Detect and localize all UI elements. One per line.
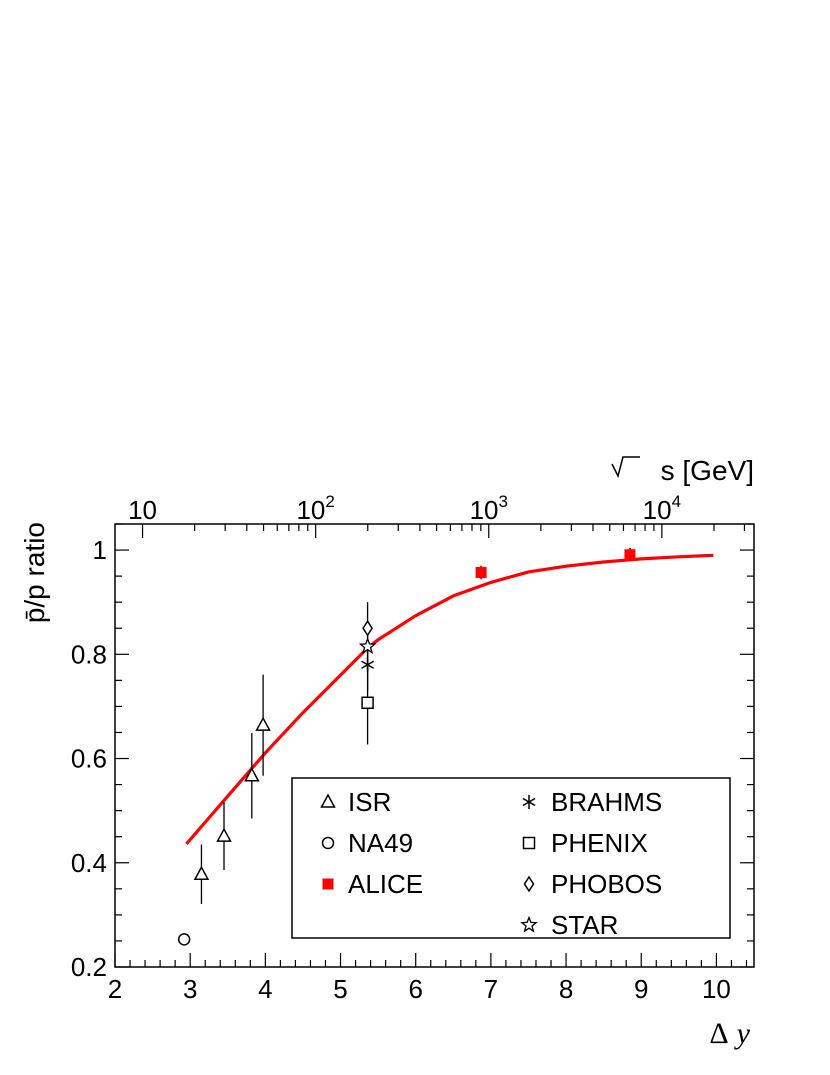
legend-label-alice: ALICE — [348, 869, 423, 899]
legend-label-brahms: BRAHMS — [551, 787, 662, 817]
x-axis-title-delta: Δ — [709, 1017, 728, 1050]
data-point-alice — [475, 566, 487, 578]
x-tick-label: 3 — [183, 974, 197, 1004]
top-tick-exponent: 3 — [498, 492, 507, 511]
y-tick-label: 0.8 — [71, 639, 107, 669]
top-tick-exponent: 4 — [672, 492, 681, 511]
legend-marker-isr — [320, 793, 336, 808]
legend-marker-alice — [322, 878, 334, 890]
x-tick-label: 9 — [634, 974, 648, 1004]
data-points-layer — [177, 547, 636, 946]
data-point-na49 — [177, 933, 191, 946]
plot-frame-rect — [114, 523, 755, 968]
top-tick-exponent: 2 — [325, 492, 334, 511]
legend: ISR NA49 ALICE BRAHMS PHENIX PHOBOS STAR — [291, 777, 731, 940]
top-tick-base: 10 — [470, 495, 499, 525]
y-tick-label: 1 — [93, 535, 107, 565]
legend-marker-phobos — [523, 875, 535, 893]
data-point-isr — [255, 716, 271, 731]
legend-label-phobos: PHOBOS — [551, 869, 662, 899]
legend-box — [291, 777, 731, 939]
top-tick-label: 104 — [643, 492, 681, 525]
x-tick-label: 10 — [702, 974, 731, 1004]
top-tick-base: 10 — [296, 495, 325, 525]
top-tick-label: 10 — [128, 495, 157, 525]
legend-label-na49: NA49 — [348, 828, 413, 858]
data-point-alice — [624, 549, 636, 561]
y-axis-title: p̄/p ratio — [19, 522, 50, 623]
legend-label-star: STAR — [551, 910, 618, 940]
data-point-phenix — [361, 696, 374, 710]
sqrt-symbol — [611, 456, 640, 479]
top-tick-base: 10 — [643, 495, 672, 525]
top-axis-title-text: s [GeV] — [661, 455, 754, 486]
data-point-isr — [244, 767, 260, 782]
fit-curve-layer — [185, 553, 714, 846]
x-tick-label: 2 — [108, 974, 122, 1004]
top-tick-label: 103 — [470, 492, 508, 525]
fit-curve — [185, 553, 714, 846]
x-tick-label: 7 — [484, 974, 498, 1004]
top-tick-label: 102 — [296, 492, 334, 525]
y-tick-label: 0.2 — [71, 952, 107, 982]
data-point-brahms — [361, 657, 375, 672]
top-axis-title: s [GeV] — [611, 455, 754, 486]
x-tick-label: 6 — [408, 974, 422, 1004]
x-tick-label: 4 — [258, 974, 272, 1004]
legend-label-isr: ISR — [348, 787, 391, 817]
y-tick-label: 0.6 — [71, 744, 107, 774]
data-point-isr — [216, 827, 232, 842]
plot-frame — [114, 523, 755, 968]
top-tick-base: 10 — [128, 495, 157, 525]
x-tick-label: 5 — [333, 974, 347, 1004]
legend-marker-star — [520, 915, 538, 933]
legend-marker-brahms — [522, 795, 536, 809]
legend-label-phenix: PHENIX — [551, 828, 648, 858]
legend-marker-na49 — [321, 836, 335, 850]
legend-marker-phenix — [522, 836, 536, 850]
y-tick-label: 0.4 — [71, 848, 107, 878]
data-point-star — [358, 637, 377, 654]
data-point-isr — [193, 865, 210, 880]
data-point-phobos — [362, 619, 373, 637]
x-axis-title-var: y — [734, 1017, 751, 1050]
x-tick-label: 8 — [559, 974, 573, 1004]
